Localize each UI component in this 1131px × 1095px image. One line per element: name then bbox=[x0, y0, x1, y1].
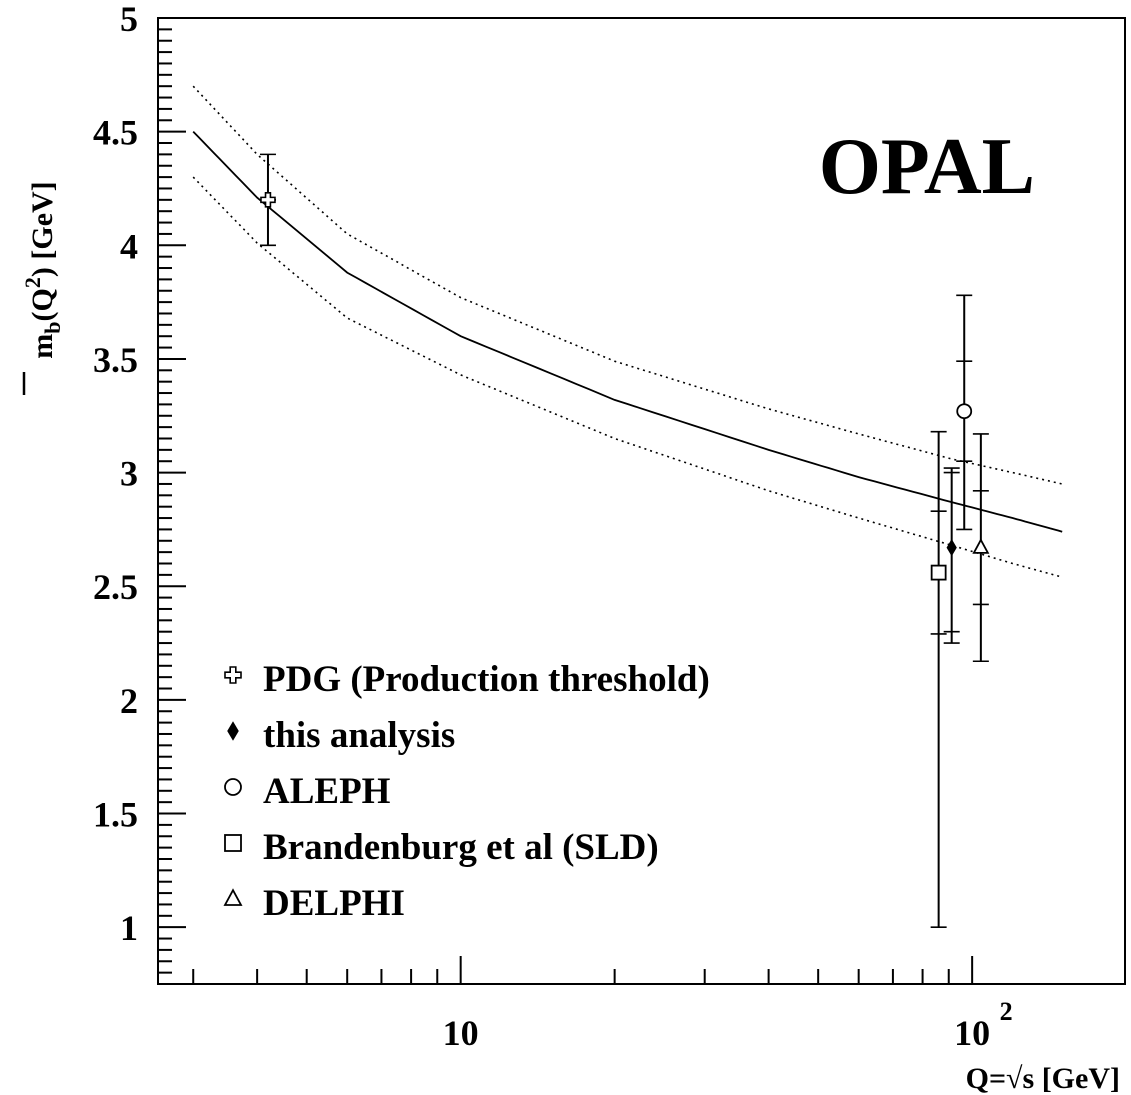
uncertainty-band-curve bbox=[192, 176, 1063, 578]
legend-entry: this analysis bbox=[227, 715, 455, 756]
central-curve bbox=[192, 130, 1063, 533]
y-tick-label: 1 bbox=[120, 908, 138, 948]
legend-label: PDG (Production threshold) bbox=[263, 659, 710, 700]
x-tick-label-exponent: 2 bbox=[1000, 997, 1013, 1026]
y-axis-title-b: b bbox=[40, 321, 65, 333]
y-tick-label: 3 bbox=[120, 454, 138, 494]
y-axis-title-sq: 2 bbox=[20, 277, 45, 288]
data-point bbox=[956, 294, 973, 531]
y-axis-title-tail: ) [GeV] bbox=[26, 181, 59, 277]
y-axis-title: mb(Q2) [GeV] bbox=[20, 181, 65, 395]
legend-label: ALEPH bbox=[263, 771, 391, 812]
marker-open-triangle bbox=[972, 538, 990, 554]
marker-open-square bbox=[930, 564, 947, 581]
x-tick-label: 10 bbox=[443, 1013, 479, 1053]
data-point bbox=[259, 153, 276, 247]
y-axis-title-m: m bbox=[26, 334, 59, 359]
legend-entry: PDG (Production threshold) bbox=[224, 659, 710, 700]
marker-open-triangle bbox=[223, 888, 243, 906]
tick-labels: 10 10 2 1 1.5 2 2.5 3 3.5 4 4.5 5 bbox=[93, 0, 1013, 1053]
legend-label: DELPHI bbox=[263, 883, 405, 924]
y-tick-label: 2.5 bbox=[93, 567, 138, 607]
legend: PDG (Production threshold) this analysis A… bbox=[223, 659, 710, 924]
y-tick-label: 4.5 bbox=[93, 113, 138, 153]
marker-open-square bbox=[224, 834, 242, 852]
y-tick-label: 2 bbox=[120, 681, 138, 721]
marker-open-circle bbox=[956, 403, 973, 420]
y-axis-title-q: (Q bbox=[26, 288, 59, 321]
legend-label: Brandenburg et al (SLD) bbox=[263, 827, 659, 868]
y-tick-label: 3.5 bbox=[93, 340, 138, 380]
marker-open-cross bbox=[224, 666, 242, 684]
legend-entry: DELPHI bbox=[223, 883, 405, 924]
legend-entry: ALEPH bbox=[224, 771, 391, 812]
axis-ticks bbox=[158, 17, 974, 985]
running-mass-curves bbox=[192, 85, 1063, 578]
marker-filled-diamond bbox=[227, 721, 239, 741]
data-point bbox=[972, 433, 990, 663]
legend-label: this analysis bbox=[263, 715, 455, 756]
x-tick-label: 10 bbox=[954, 1013, 990, 1053]
marker-open-circle bbox=[224, 778, 242, 796]
measurement-points bbox=[259, 153, 990, 928]
legend-entry: Brandenburg et al (SLD) bbox=[224, 827, 659, 868]
data-point bbox=[943, 467, 960, 644]
y-tick-label: 4 bbox=[120, 226, 138, 266]
data-point bbox=[930, 430, 947, 928]
marker-filled-diamond bbox=[946, 538, 957, 557]
y-tick-label: 5 bbox=[120, 0, 138, 39]
x-axis-title: Q=√s [GeV] bbox=[966, 1062, 1120, 1095]
marker-open-cross bbox=[260, 192, 276, 208]
y-tick-label: 1.5 bbox=[93, 795, 138, 835]
chart-title: OPAL bbox=[819, 123, 1035, 211]
y-axis-title-text: mb(Q2) [GeV] bbox=[20, 181, 65, 358]
